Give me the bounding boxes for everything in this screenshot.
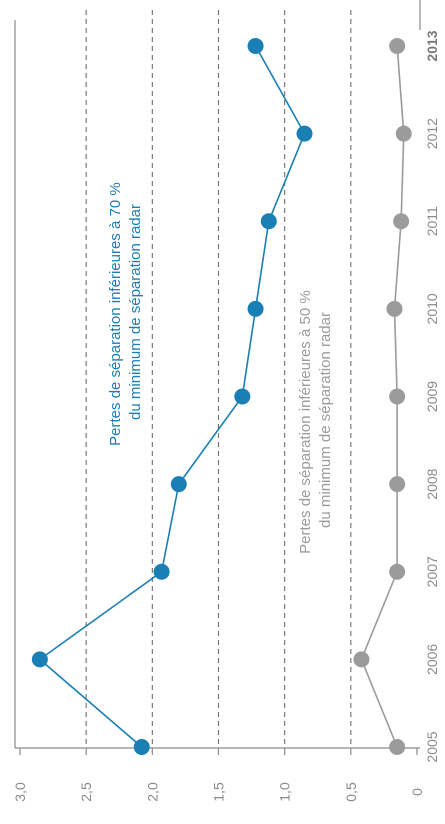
series-2-point: [389, 38, 406, 54]
series-1-line: [38, 45, 306, 748]
year-tick-label: 2011: [424, 206, 440, 236]
value-tick-label: 1,5: [211, 782, 227, 802]
series-2-label-line-1: Pertes de séparation inférieures à 50 %: [297, 290, 314, 554]
series-2-label-line-2: du minimum de séparation radar: [317, 312, 334, 528]
series-2-point: [389, 563, 406, 580]
series-1-point: [234, 388, 251, 405]
series-lines: [38, 45, 405, 748]
series-2-point: [389, 388, 406, 405]
series-2-label: Pertes de séparation inférieures à 50 % …: [297, 286, 334, 554]
value-tick-label: 3,0: [12, 782, 28, 802]
year-tick-label: 2006: [424, 644, 440, 675]
series-1-label: Pertes de séparation inférieures à 70 % …: [107, 178, 144, 446]
series-1-point: [153, 563, 170, 580]
series-1-point: [247, 38, 264, 54]
series-1-point: [31, 651, 48, 668]
series-1-point: [260, 213, 277, 230]
gridlines: [85, 10, 352, 748]
value-tick-label: 0: [409, 788, 425, 796]
year-tick-label: 2005: [424, 731, 440, 762]
year-tick-labels: 2005 2006 2007 2008 2009 2010 2011 2012 2013: [419, 0, 440, 763]
series-1-label-line-1: Pertes de séparation inférieures à 70 %: [107, 182, 124, 446]
series-2-point: [389, 476, 406, 493]
series-2-point: [395, 125, 412, 142]
series-2-point: [393, 213, 410, 230]
series-1-point: [247, 300, 264, 317]
series-1-point: [170, 476, 187, 493]
value-tick-label: 2,0: [144, 782, 160, 802]
series-2-point: [386, 300, 403, 317]
series-points: [31, 38, 412, 755]
series-2-point: [389, 739, 406, 755]
series-1-label-line-2: du minimum de séparation radar: [127, 204, 144, 420]
year-tick-label: 2007: [424, 556, 440, 587]
value-tick-label: 2,5: [78, 782, 94, 802]
value-tick-labels: 3,0 2,5 2,0 1,5 1,0 0,5 0: [12, 748, 425, 802]
value-tick-label: 1,0: [277, 782, 293, 802]
series-2-point: [353, 651, 370, 668]
value-tick-label: 0,5: [343, 782, 359, 802]
series-labels: Pertes de séparation inférieures à 70 % …: [107, 178, 334, 554]
series-1-point: [133, 739, 150, 755]
year-tick-label: 2013: [424, 30, 440, 61]
year-tick-label: 2012: [424, 118, 440, 149]
axes: [14, 20, 420, 749]
series-1-point: [296, 125, 313, 142]
year-tick-label: 2009: [424, 381, 440, 412]
year-tick-label: 2008: [424, 468, 440, 499]
year-tick-label: 2010: [424, 293, 440, 324]
